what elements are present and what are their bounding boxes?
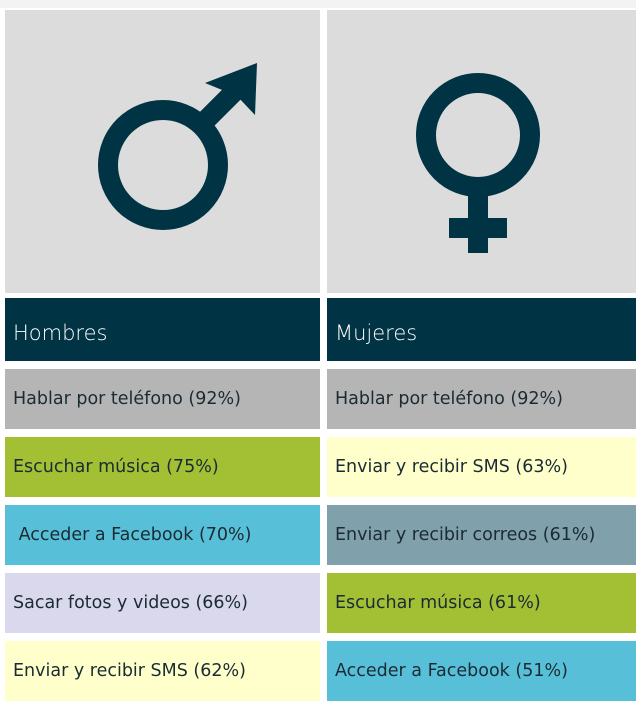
women-column: Mujeres Hablar por teléfono (92%) Enviar… xyxy=(327,10,636,701)
activity: Escuchar música (61%) xyxy=(327,573,636,633)
men-column: Hombres Hablar por teléfono (92%) Escuch… xyxy=(5,10,320,701)
icon-panel xyxy=(5,10,320,293)
female-cross xyxy=(449,218,507,238)
activity: Enviar y recibir correos (61%) xyxy=(327,505,636,565)
female-ring xyxy=(416,73,540,197)
activity: Acceder a Facebook (51%) xyxy=(327,641,636,701)
top-strip xyxy=(0,0,636,8)
activity: Hablar por teléfono (92%) xyxy=(5,369,320,429)
activity: Enviar y recibir SMS (63%) xyxy=(327,437,636,497)
icon-panel xyxy=(327,10,636,293)
activity: Escuchar música (75%) xyxy=(5,437,320,497)
activity: Acceder a Facebook (70%) xyxy=(5,505,320,565)
activity: Enviar y recibir SMS (62%) xyxy=(5,641,320,701)
column-header: Mujeres xyxy=(327,298,636,361)
female-symbol xyxy=(416,73,540,253)
column-header: Hombres xyxy=(5,298,320,361)
activity: Hablar por teléfono (92%) xyxy=(327,369,636,429)
male-ring xyxy=(98,100,228,230)
activity: Sacar fotos y videos (66%) xyxy=(5,573,320,633)
male-arrowhead xyxy=(205,63,257,115)
male-symbol xyxy=(98,63,257,230)
